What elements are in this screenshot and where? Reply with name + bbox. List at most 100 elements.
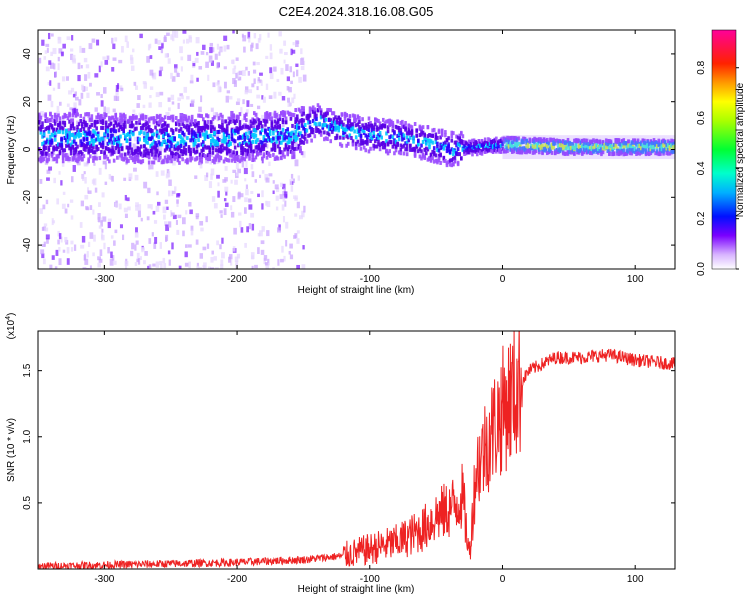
heatmap-cell — [144, 122, 148, 127]
heatmap-cell — [397, 128, 401, 133]
heatmap-cell — [53, 112, 57, 117]
heatmap-cell — [636, 151, 640, 156]
heatmap-cell — [243, 116, 247, 121]
heatmap-cell — [289, 131, 293, 136]
heatmap-cell — [57, 142, 60, 147]
heatmap-noise-cell — [285, 221, 289, 229]
heatmap-cell — [157, 135, 161, 140]
heatmap-noise-cell — [71, 142, 75, 147]
heatmap-cell — [173, 144, 176, 149]
heatmap-cell — [128, 115, 132, 120]
heatmap-cell — [369, 123, 372, 128]
heatmap-cell — [182, 124, 186, 129]
heatmap-cell — [82, 119, 86, 124]
heatmap-cell — [88, 144, 92, 149]
heatmap-cell — [159, 120, 162, 125]
heatmap-cell — [203, 154, 207, 159]
heatmap-cell — [106, 126, 110, 131]
heatmap-cell — [289, 137, 293, 142]
heatmap-cell — [256, 152, 259, 157]
heatmap-noise-cell — [235, 101, 240, 106]
heatmap-cell — [41, 141, 44, 146]
heatmap-cell — [96, 119, 100, 124]
heatmap-noise-cell — [294, 159, 299, 167]
heatmap-cell — [329, 118, 333, 123]
heatmap-cell — [178, 154, 181, 159]
heatmap-cell — [584, 138, 587, 143]
heatmap-noise-cell — [256, 105, 261, 110]
heatmap-cell — [149, 136, 153, 141]
heatmap-cell — [190, 114, 194, 119]
heatmap-cell — [49, 139, 52, 144]
x-tick-label: 100 — [627, 274, 644, 285]
heatmap-cell — [42, 130, 46, 135]
heatmap-noise-cell — [46, 169, 51, 174]
heatmap-halo-cell — [524, 135, 527, 160]
heatmap-noise-cell — [198, 66, 203, 70]
heatmap-cell — [526, 145, 530, 150]
heatmap-cell — [141, 125, 145, 130]
heatmap-cell — [313, 134, 317, 139]
heatmap-cell — [630, 151, 634, 156]
heatmap-cell — [202, 146, 205, 151]
heatmap-cell — [136, 140, 140, 145]
heatmap-cell — [498, 148, 501, 153]
heatmap-cell — [332, 117, 336, 122]
heatmap-noise-cell — [115, 88, 119, 96]
heatmap-cell — [136, 146, 140, 151]
heatmap-cell — [69, 142, 73, 147]
heatmap-cell — [182, 132, 186, 137]
heatmap-cell — [522, 146, 525, 151]
heatmap-cell — [453, 155, 457, 160]
heatmap-noise-cell — [158, 70, 162, 77]
heatmap-cell — [241, 140, 245, 145]
heatmap-cell — [418, 147, 422, 152]
heatmap-cell — [192, 147, 196, 152]
heatmap-cell — [273, 148, 277, 153]
heatmap-noise-cell — [200, 227, 204, 232]
heatmap-halo-cell — [520, 135, 523, 160]
heatmap-cell — [101, 140, 105, 145]
heatmap-cell — [76, 125, 79, 130]
heatmap-cell — [386, 141, 390, 146]
heatmap-noise-cell — [217, 85, 222, 93]
heatmap-halo-cell — [542, 135, 545, 160]
heatmap-noise-cell — [136, 258, 140, 263]
heatmap-noise-cell — [38, 57, 42, 64]
heatmap-cell — [651, 141, 654, 146]
heatmap-cell — [520, 146, 524, 151]
heatmap-cell — [628, 147, 632, 152]
heatmap-noise-cell — [123, 177, 127, 181]
heatmap-cell — [88, 154, 92, 159]
heatmap-cell — [119, 118, 122, 123]
heatmap-cell — [278, 123, 282, 128]
heatmap-cell — [608, 138, 611, 143]
heatmap-cell — [512, 139, 516, 144]
heatmap-noise-cell — [210, 267, 215, 269]
heatmap-noise-cell — [256, 94, 261, 99]
heatmap-noise-cell — [42, 113, 47, 117]
heatmap-cell — [206, 157, 210, 162]
heatmap-cell — [192, 142, 196, 147]
heatmap-cell — [123, 120, 127, 125]
heatmap-cell — [55, 159, 59, 164]
heatmap-noise-cell — [124, 260, 129, 266]
heatmap-halo-cell — [548, 135, 551, 160]
heatmap-cell — [49, 118, 52, 123]
heatmap-cell — [217, 158, 221, 163]
heatmap-cell — [391, 120, 395, 125]
heatmap-cell — [131, 158, 135, 163]
heatmap-cell — [170, 144, 173, 149]
heatmap-cell — [358, 116, 361, 121]
heatmap-cell — [354, 117, 358, 122]
heatmap-noise-cell — [187, 244, 192, 248]
heatmap-noise-cell — [252, 69, 257, 74]
heatmap-cell — [65, 138, 68, 143]
heatmap-cell — [466, 142, 469, 147]
heatmap-cell — [229, 149, 232, 154]
heatmap-cell — [381, 123, 385, 128]
heatmap-cell — [213, 156, 216, 161]
heatmap-noise-cell — [290, 185, 294, 192]
heatmap-noise-cell — [215, 112, 218, 118]
heatmap-cell — [421, 125, 425, 130]
